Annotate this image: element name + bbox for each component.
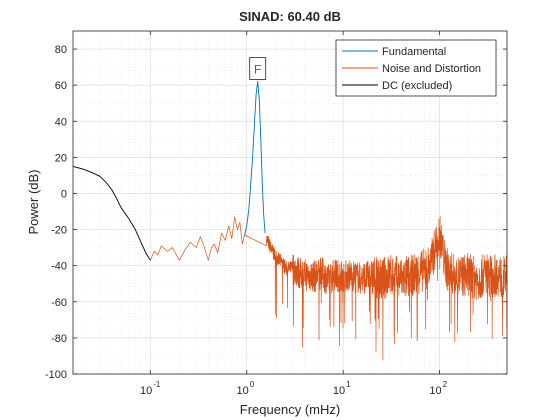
chart-title: SINAD: 60.40 dB <box>239 9 341 24</box>
annotation-layer: F <box>249 57 267 80</box>
x-tick-label-exponent: 2 <box>443 380 448 389</box>
y-tick-label: 40 <box>55 116 67 128</box>
y-tick-label: -20 <box>51 225 67 237</box>
x-tick-label-base: 10 <box>236 385 248 397</box>
y-tick-label: 20 <box>55 152 67 164</box>
series-line-noise-and-distortion <box>149 215 508 361</box>
series-line-dc-excluded <box>72 165 151 261</box>
series-line-fundamental <box>244 81 266 236</box>
x-tick-label: 100 <box>236 380 254 397</box>
y-tick-label: 0 <box>61 188 67 200</box>
x-axis-label: Frequency (mHz) <box>240 402 340 417</box>
fundamental-marker-box <box>249 57 267 80</box>
y-axis-label: Power (dB) <box>26 169 41 234</box>
y-tick-label: -80 <box>51 333 67 345</box>
x-tick-label: 102 <box>429 380 447 397</box>
x-tick-label-base: 10 <box>429 385 441 397</box>
legend-entry-noise: Noise and Distortion <box>382 63 481 75</box>
x-tick-label: 101 <box>333 380 351 397</box>
y-tick-label: -100 <box>45 369 67 381</box>
x-tick-label-base: 10 <box>333 385 345 397</box>
legend-entry-dc: DC (excluded) <box>382 80 452 92</box>
y-tick-label: 60 <box>55 80 67 92</box>
fundamental-marker-label: F <box>254 63 261 77</box>
x-tick-label-exponent: 0 <box>250 380 255 389</box>
y-tick-label: -40 <box>51 261 67 273</box>
y-tick-label: 80 <box>55 44 67 56</box>
legend-entry-fundamental: Fundamental <box>382 46 446 58</box>
x-tick-label-exponent: 1 <box>346 380 351 389</box>
legend[interactable]: Fundamental Noise and Distortion DC (exc… <box>335 39 497 97</box>
x-tick-label-exponent: -1 <box>153 380 161 389</box>
series-layer <box>72 81 508 361</box>
y-tick-label: -60 <box>51 297 67 309</box>
x-tick-label-base: 10 <box>140 385 152 397</box>
x-tick-label: 10-1 <box>140 380 161 397</box>
plot-frame <box>72 30 508 375</box>
